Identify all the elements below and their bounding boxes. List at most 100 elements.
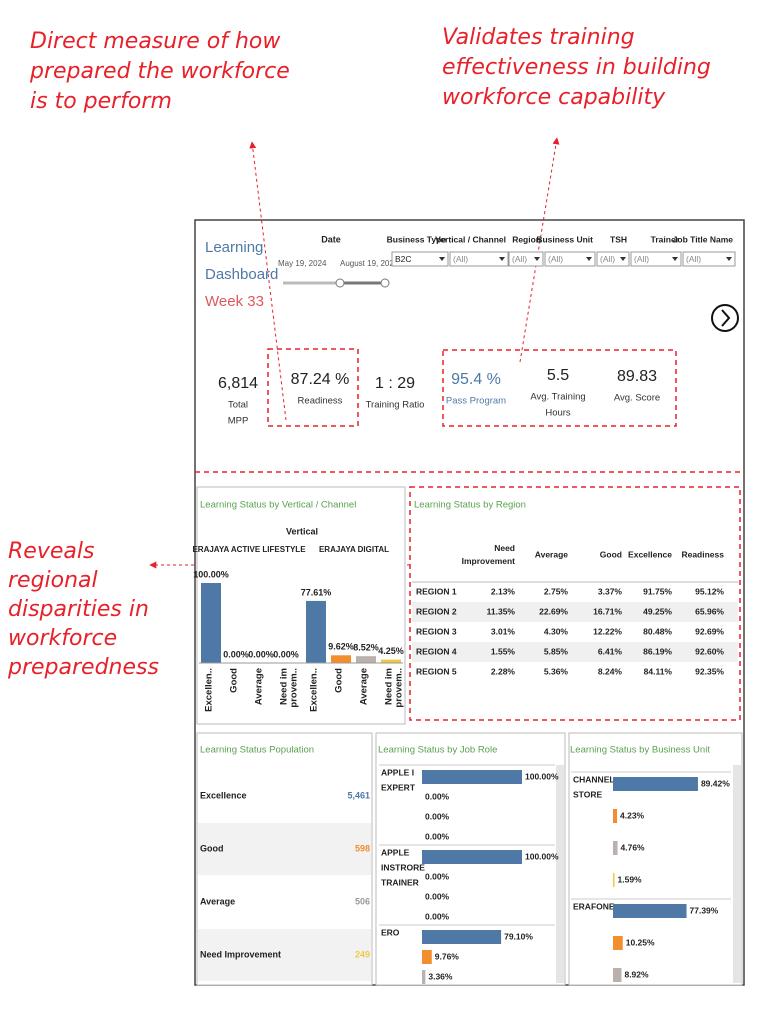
- group-label: EXPERT: [381, 782, 416, 792]
- filter-label: TSH: [610, 234, 627, 244]
- table-cell: 91.75%: [643, 586, 672, 596]
- table-cell: 6.41%: [598, 646, 623, 656]
- bar: [613, 809, 618, 823]
- category-label: Average: [359, 668, 370, 705]
- row-label: Need Improvement: [200, 949, 281, 959]
- panel-title: Learning Status by Region: [414, 500, 526, 511]
- kpi-value: 87.24 %: [291, 371, 350, 388]
- filter-dropdown[interactable]: [630, 251, 682, 267]
- filter-dropdown[interactable]: [508, 251, 544, 267]
- bar-label: 0.00%: [248, 649, 274, 659]
- row-band: [412, 642, 738, 662]
- date-label: Date: [321, 234, 341, 244]
- row-label: REGION 5: [416, 666, 457, 676]
- kpi-label: Hours: [545, 408, 571, 419]
- bar: [422, 950, 432, 964]
- bar-label: 0.00%: [223, 649, 249, 659]
- category-label: Good: [229, 668, 240, 693]
- row-band: [198, 929, 371, 981]
- row-value: 506: [355, 896, 370, 906]
- row-label: Good: [200, 843, 224, 853]
- bar-label: 4.25%: [378, 646, 404, 656]
- table-cell: 92.69%: [695, 626, 724, 636]
- category-label: Need im: [384, 668, 395, 705]
- slider-handle[interactable]: [335, 278, 345, 288]
- annotation-line: disparities in: [8, 597, 149, 622]
- bar-label: 0.00%: [425, 811, 450, 821]
- table-cell: 92.60%: [695, 646, 724, 656]
- group-label: TRAINER: [381, 877, 419, 887]
- filter-label: Business Type: [387, 234, 447, 244]
- bar-label: 0.00%: [425, 871, 450, 881]
- kpi-label: MPP: [228, 416, 249, 427]
- bar-label: 8.52%: [353, 643, 379, 653]
- filter-value: (All): [600, 254, 615, 264]
- bar-label: 0.00%: [425, 911, 450, 921]
- bar-label: 0.00%: [425, 791, 450, 801]
- filter-value: (All): [548, 254, 563, 264]
- bar-label: 3.36%: [428, 971, 453, 981]
- next-icon: [721, 309, 731, 327]
- dropdown-caret: [439, 257, 445, 261]
- filter-dropdown[interactable]: [391, 251, 449, 267]
- bar-label: 4.23%: [620, 810, 645, 820]
- bar-label: 79.10%: [504, 931, 533, 941]
- table-cell: 5.85%: [544, 646, 569, 656]
- bar-label: 0.00%: [425, 891, 450, 901]
- table-cell: 92.35%: [695, 666, 724, 676]
- group-label: ERO: [381, 927, 400, 937]
- filter-dropdown[interactable]: [682, 251, 736, 267]
- bar: [613, 968, 622, 982]
- row-label: Excellence: [200, 790, 247, 800]
- training-callout: [442, 349, 677, 427]
- table-header: Need: [494, 543, 515, 553]
- panel-title: Learning Status Population: [200, 745, 314, 756]
- table-cell: 8.24%: [598, 666, 623, 676]
- filter-label: Trainer: [651, 234, 680, 244]
- row-label: REGION 1: [416, 586, 457, 596]
- table-cell: 1.55%: [491, 646, 516, 656]
- callouts: [195, 348, 744, 721]
- table-cell: 3.01%: [491, 626, 516, 636]
- table-cell: 49.25%: [643, 606, 672, 616]
- table-cell: 65.96%: [695, 606, 724, 616]
- row-band: [198, 823, 371, 875]
- filter-dropdown[interactable]: [449, 251, 509, 267]
- kpi-label: Training Ratio: [366, 400, 425, 411]
- panel: [196, 486, 406, 725]
- panel: [568, 732, 743, 986]
- panel-title: Learning Status by Business Unit: [570, 745, 710, 756]
- table-cell: 22.69%: [539, 606, 568, 616]
- table-cell: 84.11%: [644, 666, 673, 676]
- kpi-label: Readiness: [298, 396, 343, 407]
- group-label: INSTRORE: [381, 862, 425, 872]
- category-label: provem..: [289, 668, 300, 708]
- table-cell: 3.37%: [598, 586, 623, 596]
- bar: [613, 873, 615, 887]
- row-value: 598: [355, 843, 370, 853]
- kpi-value: 5.5: [547, 367, 569, 384]
- category-label: Excellen..: [309, 668, 320, 712]
- filter-label: Business Unit: [536, 234, 593, 244]
- arrow: [249, 141, 287, 421]
- dropdown-caret: [499, 257, 505, 261]
- filter-dropdown[interactable]: [596, 251, 630, 267]
- table-cell: 11.35%: [487, 606, 516, 616]
- next-button[interactable]: [711, 304, 739, 332]
- bar-label: 4.76%: [621, 842, 646, 852]
- slider-handle[interactable]: [380, 278, 390, 288]
- group-label: APPLE: [381, 847, 410, 857]
- bar: [356, 656, 376, 663]
- date-start: May 19, 2024: [278, 259, 327, 268]
- filter-dropdown[interactable]: [544, 251, 596, 267]
- kpi-label: Total: [228, 400, 248, 411]
- scrollbar: [733, 765, 741, 983]
- table-cell: 5.36%: [544, 666, 569, 676]
- bar-label: 100.00%: [525, 771, 559, 781]
- week-label: Week 33: [205, 293, 264, 310]
- bar: [381, 659, 401, 663]
- filter-value: (All): [453, 254, 468, 264]
- axis-title: Vertical: [286, 526, 318, 536]
